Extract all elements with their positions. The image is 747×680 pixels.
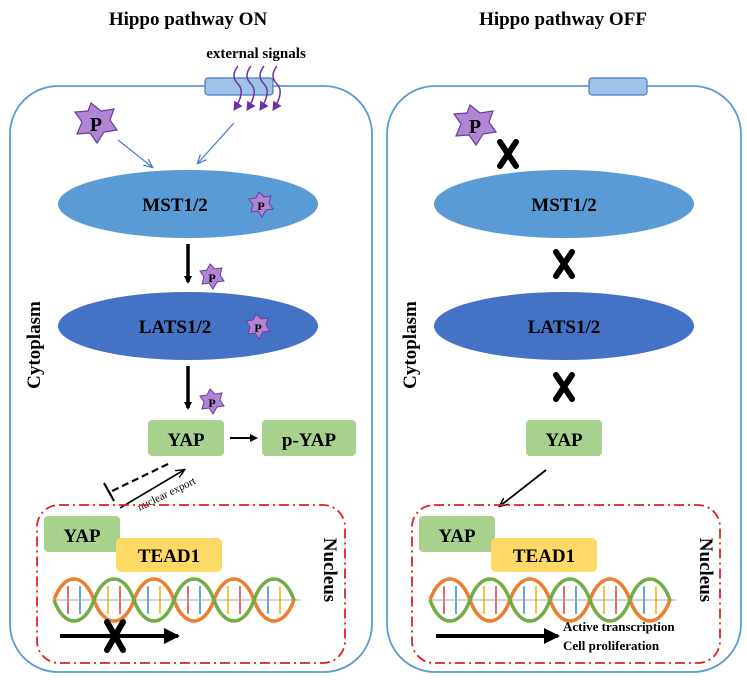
right-lats-label: LATS1/2 <box>528 317 601 338</box>
right-yap-box <box>526 420 602 456</box>
left-nucleus-label: Nucleus <box>319 538 340 602</box>
svg-text:P: P <box>208 271 215 285</box>
right-nucleus-yap-box <box>419 516 495 552</box>
right-cell-membrane <box>386 85 742 673</box>
left-phospho-source-icon: P <box>73 102 119 145</box>
left-nucleus <box>36 504 346 664</box>
svg-text:P: P <box>257 199 264 213</box>
right-lats-ellipse <box>434 292 694 360</box>
left-transcription-blocked-icon <box>104 619 126 653</box>
nuclear-export-arrow <box>119 470 184 509</box>
left-mst-label: MST1/2 <box>142 195 207 216</box>
left-lats-phospho-icon: P <box>245 313 271 340</box>
right-mst-label: MST1/2 <box>531 195 596 216</box>
right-nucleus-label: Nucleus <box>695 538 716 602</box>
left-yap-label: YAP <box>167 430 205 451</box>
svg-text:P: P <box>208 396 215 410</box>
right-panel: Hippo pathway OFF P MST1/2 LATS1/2 YAP <box>386 9 742 673</box>
mst-lats-phospho-icon: P <box>199 263 225 290</box>
svg-text:P: P <box>469 116 481 138</box>
left-external-signals-label: external signals <box>206 46 306 62</box>
left-cell-membrane <box>9 85 373 673</box>
p-yap-label: p-YAP <box>282 430 337 451</box>
phospho-to-mst-arrow <box>117 139 152 167</box>
left-yap-box <box>148 420 224 456</box>
left-lats-ellipse <box>58 292 318 360</box>
right-receptor <box>588 77 648 96</box>
right-tead-box <box>491 538 597 572</box>
p-yap-box <box>262 420 356 456</box>
left-dna-helix <box>52 577 300 623</box>
right-nucleus <box>411 504 721 664</box>
left-lats-label: LATS1/2 <box>139 317 212 338</box>
left-mst-phospho-icon: P <box>248 191 274 218</box>
left-panel: Hippo pathway ON external signals P MST1… <box>9 9 373 673</box>
right-tead-label: TEAD1 <box>513 546 575 567</box>
active-transcription-label: Active transcription <box>563 619 675 634</box>
signal-to-mst-arrow <box>198 122 235 163</box>
svg-text:P: P <box>90 114 102 136</box>
right-title: Hippo pathway OFF <box>479 9 647 30</box>
right-yap-label: YAP <box>545 430 583 451</box>
right-phospho-source-icon: P <box>452 104 498 147</box>
left-nucleus-yap-box <box>44 516 120 552</box>
external-signal-arrows <box>233 65 282 111</box>
cell-proliferation-label: Cell proliferation <box>563 638 660 653</box>
left-mst-ellipse <box>58 170 318 238</box>
right-phospho-blocked-icon <box>497 139 519 169</box>
right-cytoplasm-label: Cytoplasm <box>400 301 421 389</box>
right-yap-import-arrow <box>500 469 547 506</box>
left-tead-box <box>116 538 222 572</box>
right-nucleus-yap-label: YAP <box>438 526 476 547</box>
right-mst-ellipse <box>434 170 694 238</box>
right-dna-helix <box>428 577 676 623</box>
left-tead-label: TEAD1 <box>138 546 200 567</box>
nuclear-import-blocked <box>103 463 169 502</box>
left-cytoplasm-label: Cytoplasm <box>24 301 45 389</box>
svg-text:P: P <box>254 321 261 335</box>
lats-yap-phospho-icon: P <box>199 388 225 415</box>
left-title: Hippo pathway ON <box>109 9 268 30</box>
right-mst-lats-blocked-icon <box>553 249 575 279</box>
right-lats-yap-blocked-icon <box>553 372 575 402</box>
left-receptor <box>204 77 274 96</box>
left-nucleus-yap-label: YAP <box>63 526 101 547</box>
